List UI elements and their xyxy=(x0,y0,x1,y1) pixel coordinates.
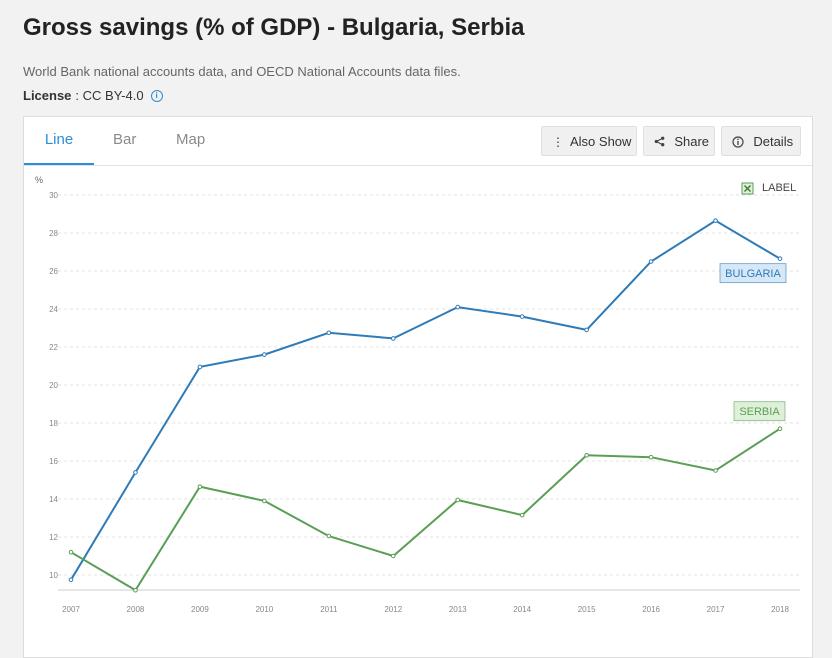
license-label: License xyxy=(23,88,72,103)
x-tick-label: 2014 xyxy=(513,605,531,614)
also-show-button[interactable]: ⋮ Also Show xyxy=(541,126,637,156)
y-tick-label: 24 xyxy=(49,305,58,314)
data-point-bulgaria[interactable] xyxy=(68,577,74,583)
y-tick-label: 22 xyxy=(49,343,58,352)
chart-card: Line Bar Map ⋮ Also Show Share xyxy=(23,116,813,658)
data-point-serbia[interactable] xyxy=(584,453,589,458)
license-value: : CC BY-4.0 xyxy=(75,88,144,103)
tab-bar-chart[interactable]: Bar xyxy=(113,131,137,148)
x-tick-label: 2007 xyxy=(62,605,80,614)
y-tick-label: 16 xyxy=(49,457,58,466)
y-tick-label: 20 xyxy=(49,381,58,390)
grid-lines xyxy=(58,194,800,591)
series-line-bulgaria[interactable] xyxy=(70,219,781,581)
data-point-serbia[interactable] xyxy=(68,549,74,555)
data-point-bulgaria[interactable] xyxy=(390,336,396,341)
label-toggle[interactable]: LABEL xyxy=(741,182,796,195)
data-point-serbia[interactable] xyxy=(713,468,718,473)
details-label: Details xyxy=(753,134,794,149)
data-point-bulgaria[interactable] xyxy=(519,314,525,319)
info-circle-icon xyxy=(732,135,747,149)
details-button[interactable]: Details xyxy=(721,126,801,156)
x-tick-label: 2018 xyxy=(771,605,789,614)
y-tick-label: 10 xyxy=(49,571,58,580)
x-tick-label: 2017 xyxy=(707,605,725,614)
label-toggle-text: LABEL xyxy=(762,182,796,194)
x-tick-label: 2008 xyxy=(127,605,145,614)
share-label: Share xyxy=(674,134,710,149)
data-point-serbia[interactable] xyxy=(326,533,332,539)
y-axis-unit: % xyxy=(35,175,43,185)
data-point-serbia[interactable] xyxy=(455,497,461,503)
series-label-serbia: SERBIA xyxy=(739,406,780,418)
data-point-bulgaria[interactable] xyxy=(455,304,461,310)
x-tick-label: 2010 xyxy=(255,605,273,614)
share-icon xyxy=(654,135,668,149)
data-point-bulgaria[interactable] xyxy=(197,364,203,370)
source-note: World Bank national accounts data, and O… xyxy=(23,64,461,79)
y-tick-label: 14 xyxy=(49,495,58,504)
data-point-bulgaria[interactable] xyxy=(648,259,654,264)
tab-map[interactable]: Map xyxy=(176,131,206,148)
license-line: License : CC BY-4.0 i xyxy=(23,88,163,103)
data-point-bulgaria[interactable] xyxy=(584,327,589,333)
data-point-bulgaria[interactable] xyxy=(777,256,783,261)
info-icon[interactable]: i xyxy=(150,89,163,102)
x-tick-label: 2011 xyxy=(320,605,338,614)
share-button[interactable]: Share xyxy=(643,126,715,156)
x-axis-ticks: 2007 2008 2009 2010 2011 2012 2013 2014 2015 2016… xyxy=(62,605,789,614)
series-label-box xyxy=(733,401,786,422)
x-tick-label: 2013 xyxy=(449,605,467,614)
tab-line[interactable]: Line xyxy=(24,117,94,165)
x-tick-label: 2009 xyxy=(191,605,209,614)
data-point-serbia[interactable] xyxy=(390,553,396,559)
more-vertical-icon: ⋮ xyxy=(552,135,564,149)
also-show-label: Also Show xyxy=(570,134,632,149)
data-point-bulgaria[interactable] xyxy=(326,330,332,336)
data-point-bulgaria[interactable] xyxy=(713,218,718,223)
y-tick-label: 30 xyxy=(49,191,58,200)
data-point-serbia[interactable] xyxy=(197,484,203,489)
y-tick-label: 18 xyxy=(49,419,58,428)
x-tick-label: 2015 xyxy=(578,605,596,614)
x-tick-label: 2012 xyxy=(384,605,402,614)
data-point-bulgaria[interactable] xyxy=(133,470,138,475)
data-point-serbia[interactable] xyxy=(648,454,654,460)
y-tick-label: 28 xyxy=(49,229,58,238)
series-line-serbia[interactable] xyxy=(70,427,781,592)
tab-bar: Line Bar Map ⋮ Also Show Share xyxy=(24,117,812,166)
x-tick-label: 2016 xyxy=(642,605,660,614)
y-tick-label: 26 xyxy=(49,267,58,276)
series-layer: BULGARIA SERBIA xyxy=(68,218,787,593)
series-label-box xyxy=(719,263,787,284)
y-tick-label: 12 xyxy=(49,533,58,542)
data-point-serbia[interactable] xyxy=(777,426,783,432)
data-point-serbia[interactable] xyxy=(262,498,267,504)
page-title: Gross savings (% of GDP) - Bulgaria, Ser… xyxy=(23,14,525,41)
y-axis-ticks: 10 12 14 16 18 20 22 24 26 28 30 xyxy=(49,191,58,580)
data-point-bulgaria[interactable] xyxy=(262,352,267,357)
data-point-serbia[interactable] xyxy=(133,587,138,593)
series-label-bulgaria: BULGARIA xyxy=(725,268,781,280)
data-point-serbia[interactable] xyxy=(519,512,525,518)
